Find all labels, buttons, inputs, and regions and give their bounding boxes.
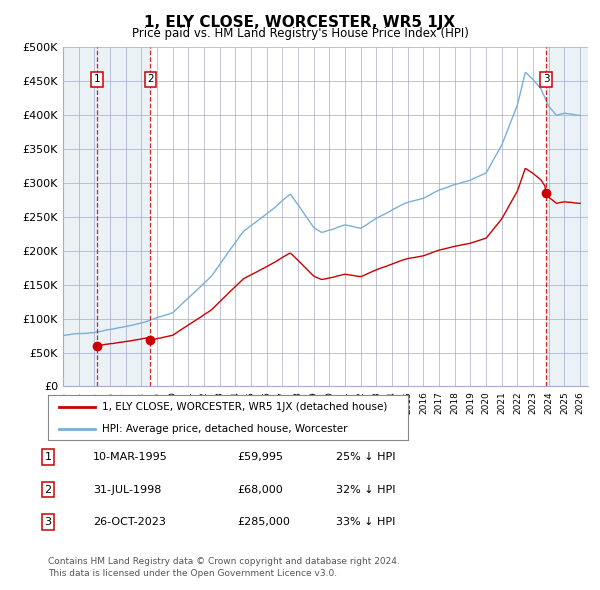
- Text: 10-MAR-1995: 10-MAR-1995: [93, 453, 168, 462]
- Text: 32% ↓ HPI: 32% ↓ HPI: [336, 485, 395, 494]
- Text: £59,995: £59,995: [237, 453, 283, 462]
- Text: 26-OCT-2023: 26-OCT-2023: [93, 517, 166, 527]
- Text: Contains HM Land Registry data © Crown copyright and database right 2024.: Contains HM Land Registry data © Crown c…: [48, 558, 400, 566]
- Text: £285,000: £285,000: [237, 517, 290, 527]
- Text: 1: 1: [44, 453, 52, 462]
- Bar: [546, 47, 588, 386]
- Text: Price paid vs. HM Land Registry's House Price Index (HPI): Price paid vs. HM Land Registry's House …: [131, 27, 469, 40]
- Text: 1, ELY CLOSE, WORCESTER, WR5 1JX: 1, ELY CLOSE, WORCESTER, WR5 1JX: [145, 15, 455, 30]
- Text: HPI: Average price, detached house, Worcester: HPI: Average price, detached house, Worc…: [102, 424, 347, 434]
- Text: 25% ↓ HPI: 25% ↓ HPI: [336, 453, 395, 462]
- Text: 3: 3: [44, 517, 52, 527]
- Text: This data is licensed under the Open Government Licence v3.0.: This data is licensed under the Open Gov…: [48, 569, 337, 578]
- Text: 1, ELY CLOSE, WORCESTER, WR5 1JX (detached house): 1, ELY CLOSE, WORCESTER, WR5 1JX (detach…: [102, 402, 388, 412]
- Text: 3: 3: [542, 74, 550, 84]
- Text: 2: 2: [44, 485, 52, 494]
- Text: 2: 2: [147, 74, 154, 84]
- Text: 31-JUL-1998: 31-JUL-1998: [93, 485, 161, 494]
- Text: 1: 1: [94, 74, 101, 84]
- Text: 33% ↓ HPI: 33% ↓ HPI: [336, 517, 395, 527]
- Text: £68,000: £68,000: [237, 485, 283, 494]
- Bar: [63, 47, 97, 386]
- Bar: [97, 47, 151, 386]
